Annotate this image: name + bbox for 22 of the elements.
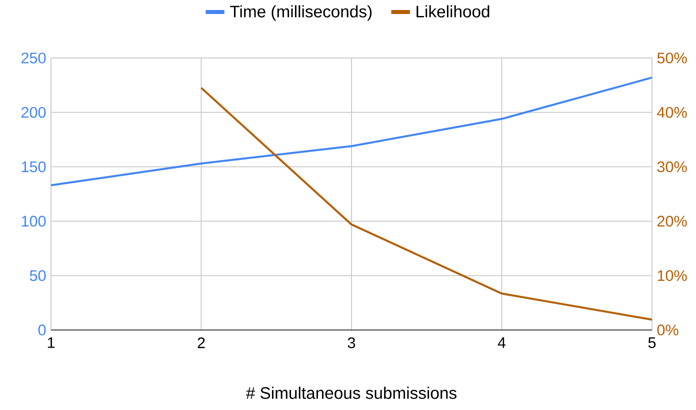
y-tick-label: 100	[22, 216, 46, 227]
y2-tick-label: 0%	[657, 324, 678, 336]
x-tick-label: 1	[48, 337, 55, 348]
line-series	[50, 76, 653, 186]
y2-tick-label: 30%	[657, 161, 687, 172]
legend-label: Likelihood	[416, 5, 490, 18]
x-tick-label: 5	[648, 337, 656, 348]
y2-tick-label: 20%	[657, 216, 687, 227]
x-tick-label: 3	[348, 337, 356, 348]
y-tick-label: 0	[38, 324, 46, 336]
line-series	[200, 86, 652, 321]
y2-tick-label: 10%	[658, 270, 687, 282]
legend-label: Time (milliseconds)	[230, 5, 372, 21]
x-axis-title: # Simultaneous submissions	[246, 386, 456, 399]
x-tick-label: 4	[498, 337, 506, 348]
y-tick-label: 250	[21, 52, 46, 64]
y2-tick-label: 50%	[657, 52, 687, 64]
y-tick-label: 150	[22, 161, 46, 172]
x-tick-label: 2	[198, 337, 205, 348]
y-tick-label: 50	[30, 270, 46, 282]
y2-tick-label: 40%	[657, 106, 687, 118]
y-tick-label: 200	[21, 106, 46, 118]
